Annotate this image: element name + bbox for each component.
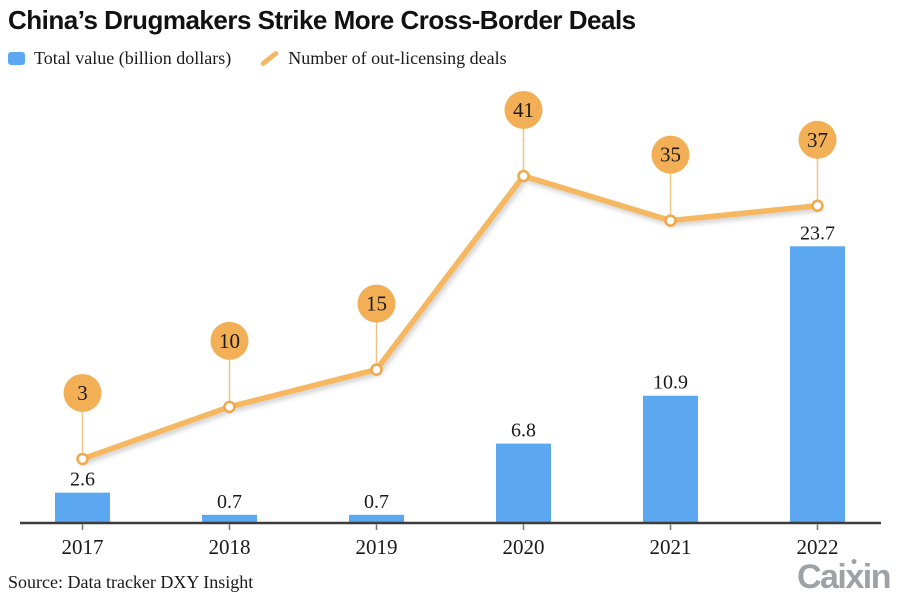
deal-count-label: 10 bbox=[219, 329, 240, 353]
x-axis-label-2022: 2022 bbox=[797, 535, 839, 559]
line-vertex-2019 bbox=[370, 363, 383, 376]
line-vertex-2017 bbox=[76, 452, 89, 466]
caixin-logo-part2: x bbox=[845, 557, 864, 596]
bar-value-label: 0.7 bbox=[217, 491, 242, 513]
deal-count-label: 35 bbox=[660, 143, 681, 167]
deal-count-bubble-2022 bbox=[798, 120, 837, 159]
deal-count-label: 41 bbox=[513, 98, 534, 122]
caixin-logo-part1: Cai bbox=[796, 557, 847, 596]
bar-2018 bbox=[202, 514, 257, 523]
bar-value-label: 2.6 bbox=[70, 469, 95, 491]
deal-count-label: 3 bbox=[77, 381, 88, 405]
legend-label-deal-count: Number of out-licensing deals bbox=[288, 48, 507, 68]
deals-line bbox=[79, 173, 821, 462]
x-axis-label-2020: 2020 bbox=[503, 535, 545, 559]
bar-2022 bbox=[790, 246, 845, 523]
caixin-logo-part3: in bbox=[862, 557, 892, 596]
caixin-logo-x-dot-icon bbox=[851, 558, 857, 564]
deal-count-bubble-2017 bbox=[63, 373, 102, 412]
bar-value-label: 23.7 bbox=[800, 222, 835, 244]
bar-series-swatch-icon bbox=[8, 52, 25, 65]
bar-2019 bbox=[349, 514, 404, 523]
chart-title: China’s Drugmakers Strike More Cross-Bor… bbox=[8, 5, 636, 35]
caixin-logo: Cai xin bbox=[796, 557, 892, 596]
bar-2020 bbox=[496, 443, 551, 523]
legend-label-total-value: Total value (billion dollars) bbox=[34, 48, 232, 68]
line-vertex-2018 bbox=[223, 400, 236, 414]
line-vertex-2020 bbox=[517, 169, 530, 183]
bar-2021 bbox=[643, 395, 698, 523]
x-axis-label-2021: 2021 bbox=[650, 535, 692, 559]
deal-count-bubble-2021 bbox=[651, 135, 690, 174]
x-axis-label-2019: 2019 bbox=[356, 535, 398, 559]
deal-count-label: 37 bbox=[807, 128, 828, 152]
line-vertex-2021 bbox=[664, 214, 677, 227]
deal-count-label: 15 bbox=[366, 292, 387, 316]
caixin-logo-x: x bbox=[845, 557, 864, 596]
source-note: Source: Data tracker DXY Insight bbox=[8, 572, 254, 592]
x-axis-label-2017: 2017 bbox=[62, 535, 104, 559]
line-vertex-2022 bbox=[811, 199, 824, 213]
bar-2017 bbox=[55, 492, 110, 523]
legend: Total value (billion dollars) Number of … bbox=[8, 48, 507, 69]
bar-value-label: 10.9 bbox=[653, 372, 688, 394]
deal-count-bubble-2018 bbox=[210, 321, 249, 360]
deal-count-bubble-2020 bbox=[504, 90, 543, 129]
x-axis-label-2018: 2018 bbox=[209, 535, 251, 559]
bar-value-label: 0.7 bbox=[364, 491, 389, 513]
deal-count-bubble-2019 bbox=[357, 284, 396, 323]
bar-value-label: 6.8 bbox=[511, 420, 536, 442]
